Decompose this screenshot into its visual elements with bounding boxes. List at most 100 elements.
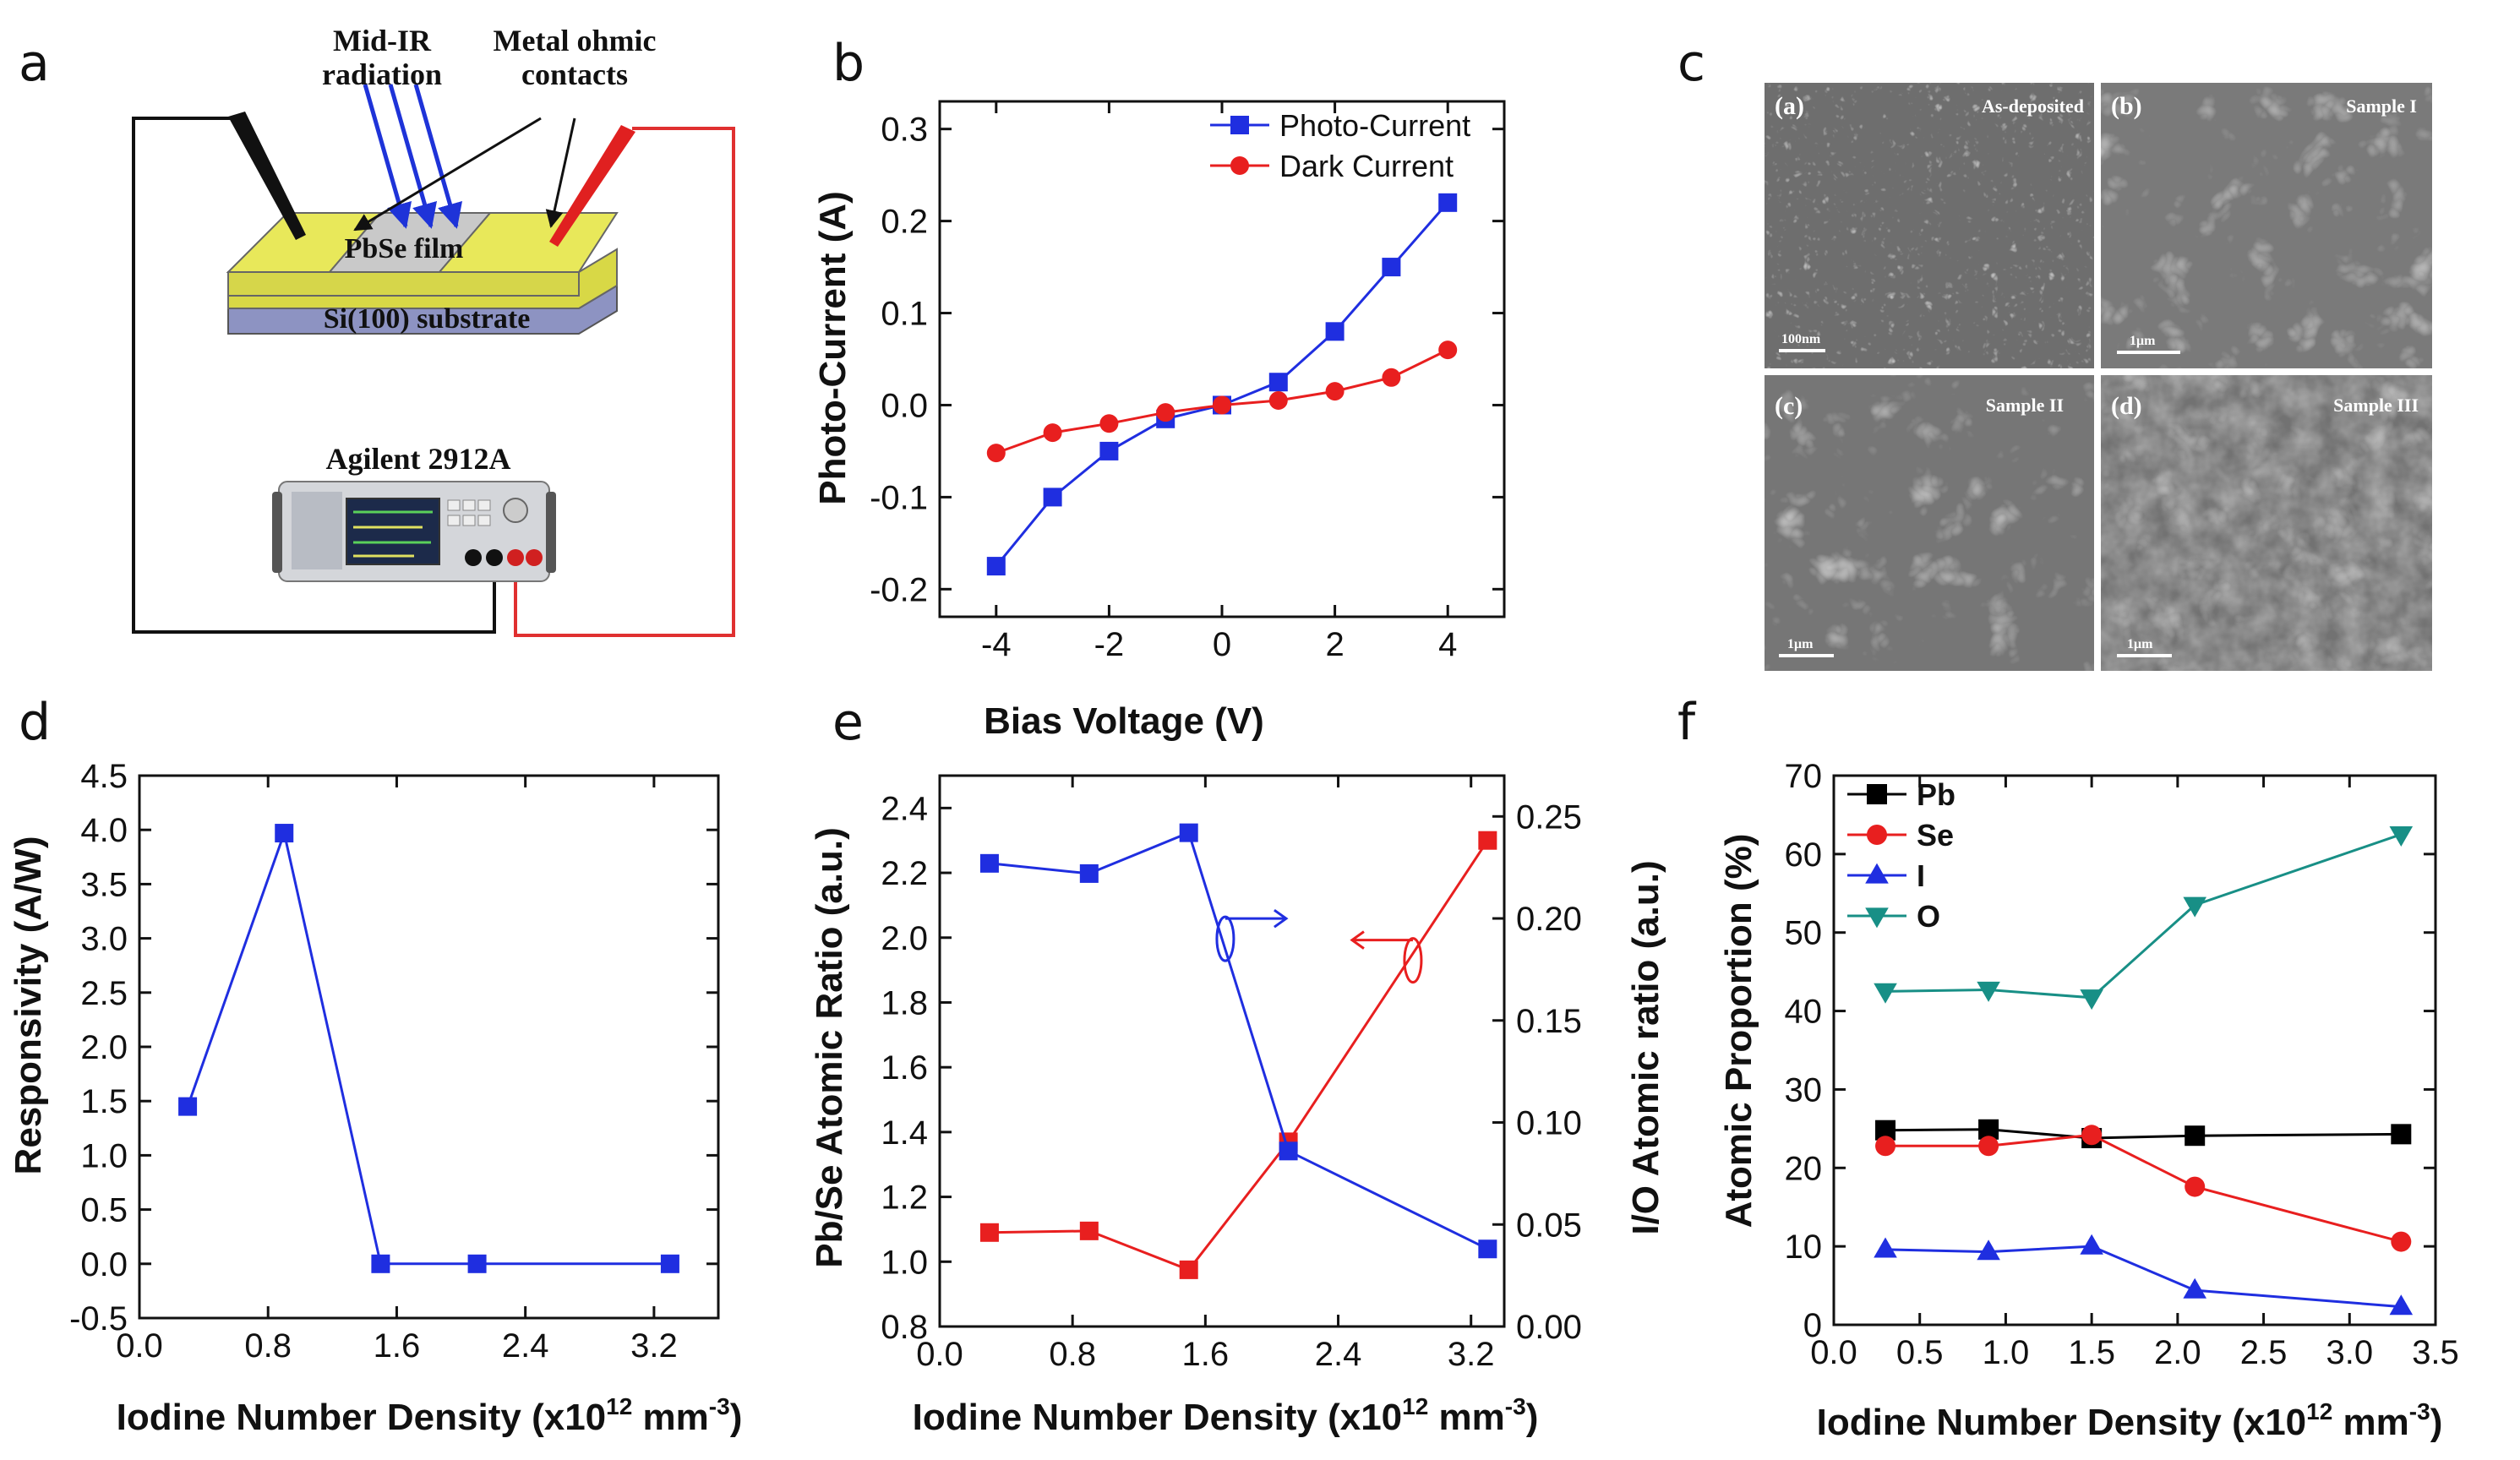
chart-f-legend-se-marker <box>1867 825 1887 845</box>
chart-b-series-dark-current-point <box>1099 414 1119 433</box>
chart-d-xtick-label: 0.8 <box>244 1327 292 1365</box>
chart-f-xlabel: Iodine Number Density (x1012 mm-3) <box>1817 1398 2443 1443</box>
chart-f-xlabel-end: ) <box>2430 1402 2443 1443</box>
chart-e-ytick-right-label: 0.00 <box>1516 1309 1582 1346</box>
sem-tile-c-id: (c) <box>1775 392 1803 420</box>
chart-f-legend-pb-label: Pb <box>1917 777 1955 812</box>
chart-e-xtick-label: 3.2 <box>1448 1336 1495 1373</box>
chart-b-xtick-label: 4 <box>1438 626 1457 663</box>
chart-f-ytick-label: 50 <box>1785 915 1823 952</box>
chart-e-xtick-label: 0.0 <box>916 1336 963 1373</box>
contacts-label-2: contacts <box>521 57 628 91</box>
chart-f-series-i-point <box>2080 1234 2103 1255</box>
contacts-label-1: Metal ohmic <box>494 24 657 57</box>
chart-f-legend-i-marker <box>1865 863 1889 884</box>
substrate-label: Si(100) substrate <box>324 303 531 335</box>
film-front <box>227 271 580 297</box>
chart-f-series-se-point <box>1978 1136 1999 1157</box>
chart-b-ytick-label: 0.0 <box>881 387 928 424</box>
chart-f-xlabel-sup2: -3 <box>2409 1398 2430 1425</box>
chart-f-ytick-label: 0 <box>1803 1307 1822 1344</box>
chart-d-responsivity: Iodine Number Density (x1012 mm-3) Respo… <box>8 758 742 1438</box>
chart-f-ytick-label: 30 <box>1785 1071 1823 1109</box>
chart-e-ylabel-right: I/O Atomic ratio (a.u.) <box>1625 860 1666 1234</box>
sem-tile-b-id: (b) <box>2111 92 2142 120</box>
chart-e-xlabel-sup: 12 <box>1402 1393 1428 1419</box>
contact-arrow-right <box>545 117 576 229</box>
chart-d-ytick-label: 0.0 <box>80 1246 128 1283</box>
chart-b-series-photo-current-line <box>995 201 1449 568</box>
chart-e-ytick-right-label: 0.20 <box>1516 901 1582 938</box>
film-label: PbSe film <box>345 233 464 264</box>
chart-e-series-i-o-ratio-point <box>1279 1141 1298 1161</box>
chart-f-ylabel: Atomic Proportion (%) <box>1718 834 1759 1228</box>
sem-tile-d-scale: 1μm <box>2127 637 2153 651</box>
chart-f-xtick-label: 3.0 <box>2326 1334 2373 1371</box>
sem-tile-a: (a) As-deposited 100nm <box>1765 83 2094 368</box>
black-wire <box>132 117 496 634</box>
chart-d-series-responsivity-point <box>275 824 294 843</box>
chart-f-series-pb-point <box>2391 1124 2412 1145</box>
instrument-icon <box>272 481 556 582</box>
panel-label-d: d <box>19 693 51 752</box>
sem-images: (a) As-deposited 100nm (b) Sample I 1μm … <box>1765 83 2432 671</box>
chart-b-series-dark-current-point <box>1268 391 1288 411</box>
chart-f-series-o-point <box>2080 989 2103 1011</box>
chart-b-legend-dark-current-marker <box>1230 156 1249 175</box>
chart-e-io-ellipse <box>1215 915 1235 962</box>
chart-b-ytick-label: -0.2 <box>870 571 928 608</box>
chart-f-series-se-point <box>1875 1136 1896 1157</box>
sem-tile-c-label: Sample II <box>1986 395 2064 416</box>
chart-f-ytick-label: 60 <box>1785 836 1823 874</box>
chart-e-series-i-o-ratio-line <box>989 831 1489 1250</box>
chart-b-xtick-label: 2 <box>1325 626 1344 663</box>
chart-f-series-o-line <box>1885 833 2402 1000</box>
chart-d-xtick-label: 0.0 <box>116 1327 163 1365</box>
chart-f-series-o-point <box>2183 896 2206 918</box>
chart-b-xtick-label: -2 <box>1094 626 1125 663</box>
chart-f-legend-o-label: O <box>1917 899 1940 934</box>
chart-d-ytick-label: 2.0 <box>80 1029 128 1066</box>
chart-d-ytick-label: 3.5 <box>80 866 128 903</box>
chart-f-ytick-label: 20 <box>1785 1150 1823 1187</box>
chart-d-xlabel: Iodine Number Density (x1012 mm-3) <box>117 1393 743 1438</box>
chart-f-series-i-point <box>1977 1239 2000 1261</box>
chart-f-series-se-point <box>2391 1231 2412 1252</box>
chart-e-io-arrow-head <box>1274 908 1289 929</box>
chart-e-ytick-label: 1.0 <box>881 1244 928 1281</box>
chart-b-xtick-label: 0 <box>1213 626 1231 663</box>
chart-e-series-i-o-ratio-point <box>1179 823 1198 842</box>
chart-e-series-pb-se-ratio-point <box>979 1223 999 1242</box>
chart-e-atomic-ratio: Iodine Number Density (x1012 mm-3) Pb/Se… <box>809 774 1666 1438</box>
chart-e-ytick-label: 2.4 <box>881 790 928 827</box>
sem-tile-a-id: (a) <box>1775 92 1804 120</box>
chart-e-series-i-o-ratio-point <box>1478 1239 1497 1259</box>
mid-ir-label-2: radiation <box>322 57 442 91</box>
chart-f-xtick-label: 2.0 <box>2154 1334 2201 1371</box>
chart-e-ytick-right-label: 0.10 <box>1516 1105 1582 1142</box>
panel-label-a: a <box>19 34 50 93</box>
chart-f-plot-frame <box>1832 774 2437 1327</box>
chart-f-series-se-point <box>2081 1125 2103 1146</box>
chart-d-ylabel: Responsivity (A/W) <box>8 836 49 1175</box>
chart-e-ytick-label: 2.0 <box>881 920 928 957</box>
chart-f-series-i-point <box>2389 1294 2414 1316</box>
chart-e-ytick-label: 0.8 <box>881 1309 928 1346</box>
chart-b-series-dark-current-point <box>1156 403 1175 422</box>
chart-d-plot-frame <box>138 774 720 1320</box>
chart-e-xlabel-unit: mm <box>1428 1397 1504 1438</box>
chart-b-ytick-label: -0.1 <box>870 479 928 516</box>
sem-tile-c: (c) Sample II 1μm <box>1765 375 2094 671</box>
chart-f-ytick-label: 10 <box>1785 1228 1823 1266</box>
chart-e-ytick-label: 1.2 <box>881 1179 928 1217</box>
chart-b-legend-dark-current-label: Dark Current <box>1279 149 1454 183</box>
sem-tile-c-scale: 1μm <box>1787 637 1814 651</box>
chart-f-ytick-label: 70 <box>1785 758 1823 795</box>
chart-f-series-i-line <box>1885 1245 2402 1309</box>
panel-label-f: f <box>1677 693 1697 752</box>
chart-b-series-dark-current-point <box>1438 340 1458 360</box>
chart-f-series-o-point <box>2389 826 2414 847</box>
chart-b-series-photo-current-point <box>986 557 1006 576</box>
chart-d-series-responsivity-point <box>178 1097 198 1116</box>
chart-f-series-o-point <box>1977 981 2000 1002</box>
